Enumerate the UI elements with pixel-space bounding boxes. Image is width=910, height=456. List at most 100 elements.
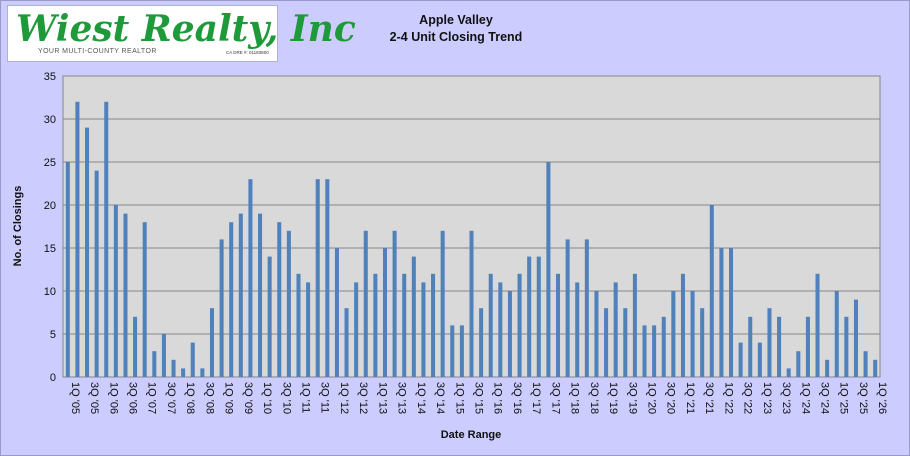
x-tick-label: 1Q '12 — [338, 382, 350, 414]
bar — [786, 368, 791, 377]
bar — [632, 273, 637, 377]
bar — [469, 230, 474, 377]
bar — [209, 308, 215, 377]
bar — [757, 342, 762, 377]
x-tick-label: 3Q '05 — [88, 382, 100, 414]
x-tick-label: 1Q '16 — [492, 382, 504, 414]
x-tick-label: 1Q '24 — [799, 382, 811, 414]
x-tick-label: 1Q '06 — [107, 382, 119, 414]
x-tick-label: 1Q '13 — [376, 382, 388, 414]
bar — [65, 162, 70, 377]
bar — [863, 351, 868, 377]
bar — [709, 205, 714, 377]
bar — [267, 256, 272, 377]
bar — [604, 308, 609, 377]
bar — [825, 359, 830, 377]
x-tick-label: 3Q '08 — [203, 382, 215, 414]
x-tick-label: 1Q '19 — [607, 382, 619, 414]
bar — [517, 273, 522, 377]
y-tick-label: 0 — [50, 372, 56, 384]
x-tick-label: 3Q '25 — [857, 382, 869, 414]
x-tick-label: 3Q '11 — [319, 382, 331, 413]
x-tick-label: 3Q '20 — [665, 382, 677, 414]
company-logo: Wiest Realty, Inc YOUR MULTI-COUNTY REAL… — [7, 5, 356, 62]
bar — [190, 342, 195, 377]
bar — [584, 239, 589, 377]
bar — [373, 273, 378, 377]
y-tick-label: 30 — [44, 114, 56, 126]
x-tick-label: 1Q '23 — [761, 382, 773, 414]
bar — [498, 282, 503, 377]
bar — [728, 248, 734, 377]
bar — [738, 342, 743, 377]
x-tick-label: 3Q '16 — [511, 382, 523, 414]
bar — [777, 316, 782, 377]
bar — [363, 230, 368, 377]
bars — [65, 101, 878, 378]
x-tick-label: 3Q '17 — [549, 382, 561, 414]
y-tick-label: 20 — [44, 200, 56, 212]
bar — [575, 282, 580, 377]
y-tick-label: 10 — [44, 286, 56, 298]
x-tick-label: 3Q '12 — [357, 382, 369, 414]
bar — [700, 308, 705, 377]
chart-title-block: Apple Valley 2-4 Unit Closing Trend — [341, 12, 571, 46]
x-tick-label: 3Q '14 — [434, 382, 446, 414]
x-tick-label: 1Q '14 — [415, 382, 427, 414]
bar — [440, 230, 445, 377]
bar — [181, 368, 186, 377]
x-tick-label: 1Q '21 — [684, 382, 696, 414]
bar — [142, 222, 147, 377]
x-tick-label: 1Q '20 — [646, 382, 658, 414]
bar — [767, 308, 772, 377]
x-tick-label: 1Q '05 — [69, 382, 81, 414]
logo-wordmark: Wiest Realty, Inc — [16, 8, 356, 50]
bar — [527, 256, 532, 377]
x-tick-label: 3Q '24 — [819, 382, 831, 414]
bar — [123, 213, 128, 377]
x-tick-label: 3Q '19 — [626, 382, 638, 414]
bar — [690, 291, 695, 377]
bar — [238, 213, 243, 377]
x-tick-label: 1Q '08 — [184, 382, 196, 414]
bar — [546, 162, 551, 377]
bar — [411, 256, 416, 377]
x-tick-label: 3Q '15 — [473, 382, 485, 414]
x-tick-label: 3Q '21 — [703, 382, 715, 414]
bar — [277, 222, 282, 377]
bar — [354, 282, 359, 377]
x-tick-label: 1Q '10 — [261, 382, 273, 414]
x-tick-label: 1Q '07 — [146, 382, 158, 414]
x-axis-label: Date Range — [441, 429, 502, 441]
bar — [844, 316, 849, 377]
bar — [536, 256, 541, 377]
y-tick-label: 15 — [44, 243, 56, 255]
bar — [488, 273, 493, 377]
bar — [671, 291, 676, 377]
x-tick-label: 3Q '09 — [242, 382, 254, 414]
bar — [334, 248, 339, 377]
bar — [344, 308, 349, 377]
bar — [805, 316, 810, 377]
x-tick-label: 1Q '09 — [223, 382, 235, 414]
bar — [219, 239, 224, 377]
bar — [431, 273, 436, 377]
x-tick-label: 1Q '18 — [569, 382, 581, 414]
bar — [248, 179, 253, 377]
bar — [594, 291, 599, 377]
bar — [286, 230, 291, 377]
bar — [815, 273, 820, 377]
y-tick-label: 35 — [44, 71, 56, 83]
bar — [873, 359, 878, 377]
bar — [392, 230, 397, 377]
bar — [796, 351, 801, 377]
bar — [642, 325, 647, 377]
bar — [479, 308, 484, 377]
x-tick-label: 1Q '26 — [876, 382, 888, 414]
x-tick-label: 3Q '23 — [780, 382, 792, 414]
bar — [229, 222, 234, 377]
bar — [652, 325, 657, 377]
x-tick-label: 3Q '18 — [588, 382, 600, 414]
x-tick-label: 1Q '11 — [299, 382, 311, 413]
